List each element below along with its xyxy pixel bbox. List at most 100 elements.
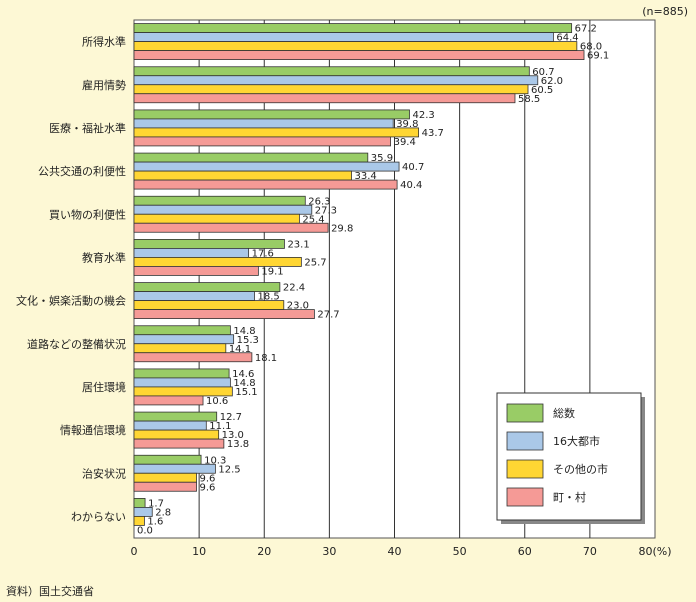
bar <box>133 32 554 42</box>
bar <box>133 161 400 172</box>
value-label: 10.3 <box>204 455 226 466</box>
value-label: 40.7 <box>402 162 424 173</box>
bar <box>133 300 285 310</box>
bar <box>133 204 313 215</box>
bar <box>133 213 300 224</box>
value-label: 15.3 <box>237 335 259 346</box>
bar <box>133 291 255 301</box>
bar <box>133 109 410 120</box>
value-label: 23.0 <box>287 301 309 312</box>
bar <box>133 170 352 181</box>
bar <box>133 507 153 517</box>
bar <box>133 66 530 77</box>
bar <box>133 472 197 483</box>
source-note: 資料）国土交通省 <box>6 584 94 598</box>
bar <box>133 239 285 249</box>
x-tick-label: 0 <box>131 545 138 558</box>
bar <box>133 84 529 95</box>
value-label: 40.4 <box>400 180 422 191</box>
value-label: 69.1 <box>587 51 609 62</box>
value-label: 2.8 <box>155 507 171 518</box>
value-label: 15.1 <box>235 387 257 398</box>
x-tick-label: 60 <box>518 545 532 558</box>
value-label: 9.6 <box>200 482 216 493</box>
category-label: 教育水準 <box>82 250 126 264</box>
bar <box>133 266 259 276</box>
bar <box>133 222 329 233</box>
bar <box>133 257 302 267</box>
x-tick-label: 80(%) <box>638 545 671 558</box>
category-label: 医療・福祉水準 <box>49 121 126 135</box>
bar <box>133 325 231 336</box>
bar <box>133 438 225 449</box>
category-label: 所得水準 <box>82 35 126 49</box>
value-label: 60.7 <box>532 67 554 78</box>
bar <box>133 516 145 526</box>
legend-label: 総数 <box>553 406 575 420</box>
value-label: 11.1 <box>209 421 231 432</box>
legend-label: その他の市 <box>553 462 608 476</box>
value-label: 13.8 <box>227 439 249 450</box>
value-label: 64.4 <box>556 33 578 44</box>
value-label: 23.1 <box>287 239 309 250</box>
value-label: 14.1 <box>229 344 251 355</box>
bar <box>133 179 398 190</box>
value-label: 13.0 <box>222 430 244 441</box>
bar <box>133 152 369 163</box>
x-tick-label: 70 <box>583 545 597 558</box>
category-label: 居住環境 <box>82 380 126 394</box>
value-label: 62.0 <box>541 76 563 87</box>
category-label: 公共交通の利便性 <box>38 164 126 178</box>
value-label: 12.5 <box>218 464 240 475</box>
category-label: 買い物の利便性 <box>49 207 126 221</box>
x-tick-label: 30 <box>322 545 336 558</box>
value-label: 43.7 <box>422 128 444 139</box>
bar <box>133 395 204 406</box>
x-tick-label: 10 <box>192 545 206 558</box>
bar <box>133 23 573 33</box>
value-label: 14.6 <box>232 369 254 380</box>
bar <box>133 463 216 474</box>
bar <box>133 481 197 492</box>
bar <box>133 343 227 354</box>
value-label: 29.8 <box>331 223 353 234</box>
bar <box>133 368 230 379</box>
value-label: 39.4 <box>394 137 416 148</box>
legend-swatch <box>506 403 544 423</box>
category-label: 文化・娯楽活動の機会 <box>16 294 126 308</box>
value-label: 0.0 <box>137 525 153 536</box>
legend-label: 16大都市 <box>553 434 600 448</box>
value-label: 17.6 <box>252 248 274 259</box>
legend-swatch <box>506 431 544 451</box>
x-tick-label: 20 <box>257 545 271 558</box>
legend-label: 町・村 <box>553 490 586 504</box>
value-label: 33.4 <box>355 171 377 182</box>
bar <box>133 411 218 422</box>
bar <box>133 309 315 319</box>
legend-swatch <box>506 459 544 479</box>
category-label: 治安状況 <box>82 466 126 480</box>
value-label: 60.5 <box>531 85 553 96</box>
value-label: 27.3 <box>315 205 337 216</box>
value-label: 27.7 <box>317 310 339 321</box>
bar <box>133 377 231 388</box>
value-label: 14.8 <box>233 378 255 389</box>
bar <box>133 118 394 129</box>
x-tick-label: 50 <box>453 545 467 558</box>
bar <box>133 127 419 138</box>
bar <box>133 352 253 363</box>
bar <box>133 454 202 465</box>
bar <box>133 420 207 431</box>
value-label: 42.3 <box>412 110 434 121</box>
category-label: わからない <box>71 510 126 523</box>
category-label: 情報通信環境 <box>60 423 126 437</box>
value-label: 19.1 <box>261 266 283 277</box>
value-label: 25.4 <box>302 214 324 225</box>
bar <box>133 248 250 258</box>
value-label: 67.2 <box>575 24 597 35</box>
value-label: 18.1 <box>255 353 277 364</box>
legend-swatch <box>506 487 544 507</box>
category-label: 雇用情勢 <box>82 78 126 92</box>
